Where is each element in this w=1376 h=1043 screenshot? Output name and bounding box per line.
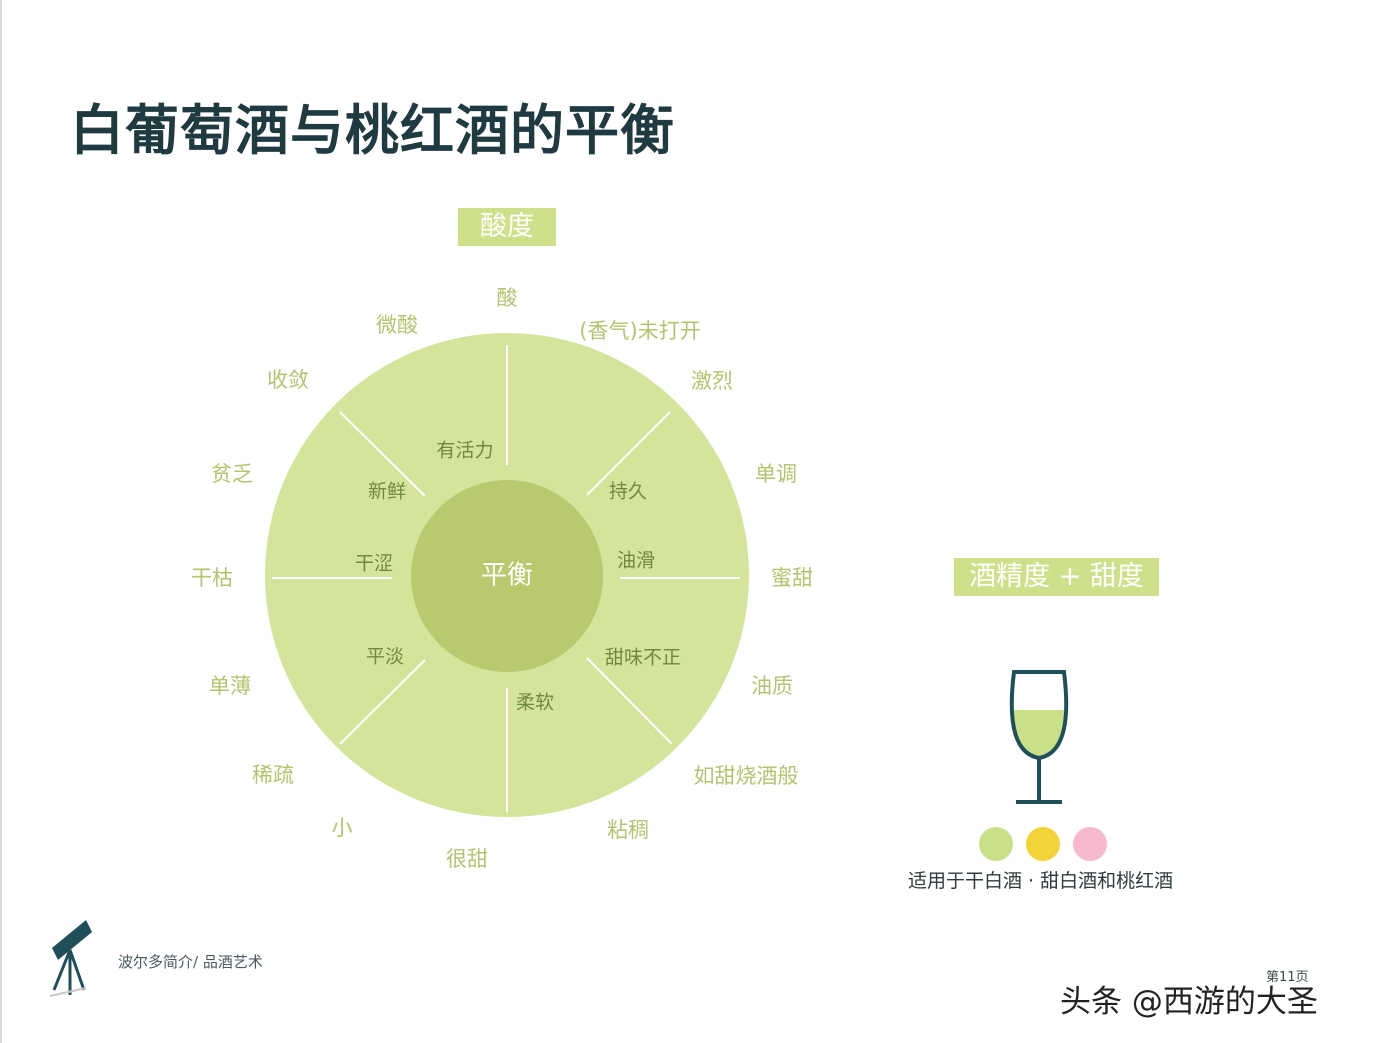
spoke-top-right xyxy=(586,411,671,496)
telescope-icon xyxy=(49,920,92,997)
center-balance-label: 平衡 xyxy=(480,560,534,591)
inner-label-youhua: 油滑 xyxy=(616,549,656,572)
suitable-wines-caption: 适用于干白酒 · 甜白酒和桃红酒 xyxy=(908,870,1174,892)
outer-label-pinfa: 贫乏 xyxy=(211,462,253,486)
watermark: 头条 @西游的大圣 xyxy=(1060,984,1318,1020)
spoke-bottom-left xyxy=(339,659,426,745)
alcohol-sugar-label-box: 酒精度 + 甜度 xyxy=(954,558,1159,596)
inner-label-tianwei: 甜味不正 xyxy=(604,646,682,669)
spoke-bottom-right xyxy=(586,657,673,745)
outer-label-danbao: 单薄 xyxy=(209,674,251,698)
dry-white-dot xyxy=(979,827,1013,861)
slide-left-border xyxy=(0,0,2,1043)
rose-dot xyxy=(1073,827,1107,861)
inner-label-xinxian: 新鲜 xyxy=(367,480,407,503)
inner-label-rouruan: 柔软 xyxy=(515,691,555,714)
outer-label-rutian: 如甜烧酒般 xyxy=(693,764,799,788)
inner-label-youhuoli: 有活力 xyxy=(436,439,494,462)
outer-label-xiao: 小 xyxy=(331,816,353,840)
page-title: 白葡萄酒与桃红酒的平衡 xyxy=(70,99,675,162)
outer-label-weisuan: 微酸 xyxy=(376,313,418,337)
sweet-white-dot xyxy=(1026,827,1060,861)
spoke-top-left xyxy=(339,411,426,497)
outer-label-youzhi: 油质 xyxy=(751,674,793,698)
inner-label-pingdan: 平淡 xyxy=(365,645,405,668)
inner-label-gansi: 干涩 xyxy=(354,552,394,575)
outer-label-ganku: 干枯 xyxy=(191,566,233,590)
page-number: 第11页 xyxy=(1266,970,1309,985)
outer-label-xiangqi: (香气)未打开 xyxy=(579,319,701,343)
outer-label-xishu: 稀疏 xyxy=(252,763,294,787)
outer-label-suan: 酸 xyxy=(496,286,518,310)
wheel-spokes xyxy=(272,345,740,812)
wheel-center-disc xyxy=(411,480,603,672)
outer-label-hentian: 很甜 xyxy=(446,847,488,871)
outer-label-mitian: 蜜甜 xyxy=(771,566,813,590)
outer-label-shoulian: 收敛 xyxy=(267,368,309,392)
outer-label-zhanchou: 粘稠 xyxy=(607,818,649,842)
inner-label-chijiu: 持久 xyxy=(608,480,648,503)
acidity-label-box: 酸度 xyxy=(458,208,556,246)
wine-glass-icon xyxy=(1009,670,1069,804)
footer-caption: 波尔多简介/ 品酒艺术 xyxy=(118,953,263,971)
outer-label-jilie: 激烈 xyxy=(691,369,733,393)
outer-label-dandiao: 单调 xyxy=(755,462,797,486)
